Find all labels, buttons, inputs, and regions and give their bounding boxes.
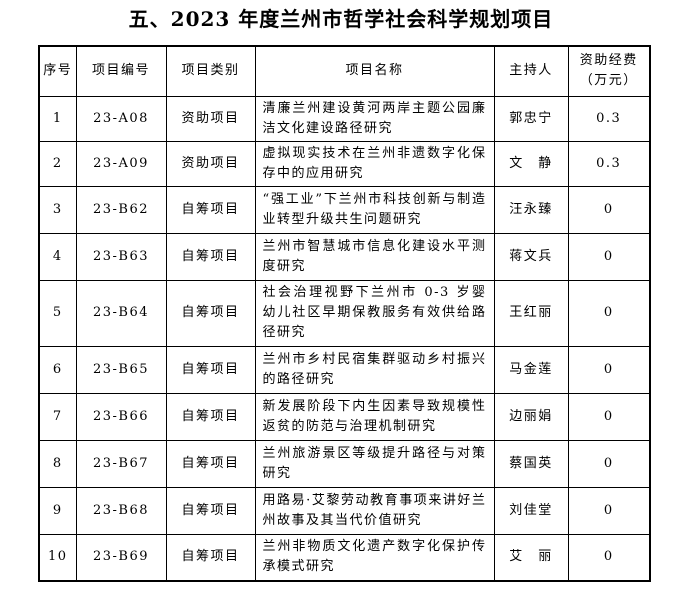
row-number-cell: 8	[38, 439, 77, 488]
project-category-cell: 自筹项目	[165, 279, 256, 347]
project-name-cell: 社会治理视野下兰州市 0-3 岁婴幼儿社区早期保教服务有效供给路径研究	[254, 279, 495, 347]
table-row: 6 23-B65 自筹项目 兰州市乡村民宿集群驱动乡村振兴的路径研究 马金莲 0	[38, 345, 651, 394]
page-title: 五、2023 年度兰州市哲学社会科学规划项目	[128, 7, 554, 31]
table-row: 4 23-B63 自筹项目 兰州市智慧城市信息化建设水平测度研究 蒋文兵 0	[38, 232, 651, 281]
project-code-cell: 23-B63	[75, 232, 167, 281]
funding-cell: 0	[567, 439, 651, 488]
project-code-cell: 23-B68	[75, 486, 167, 535]
project-category-cell: 资助项目	[165, 140, 256, 187]
project-name-cell: 新发展阶段下内生因素导致规模性返贫的防范与治理机制研究	[254, 392, 495, 441]
leader-cell: 刘佳堂	[493, 486, 569, 535]
row-number-cell: 5	[38, 279, 77, 347]
column-header-category: 项目类别	[165, 45, 256, 97]
column-header-leader: 主持人	[493, 45, 569, 97]
column-header-project-code: 项目编号	[75, 45, 167, 97]
table-row: 7 23-B66 自筹项目 新发展阶段下内生因素导致规模性返贫的防范与治理机制研究 边丽…	[38, 392, 651, 441]
project-name-cell: 兰州非物质文化遗产数字化保护传承模式研究	[254, 533, 495, 582]
project-code-cell: 23-B62	[75, 185, 167, 234]
table-row: 1 23-A08 资助项目 清廉兰州建设黄河两岸主题公园廉洁文化建设路径研究 郭忠宁 0.…	[38, 95, 651, 142]
project-code-cell: 23-B65	[75, 345, 167, 394]
project-name-cell: “强工业”下兰州市科技创新与制造业转型升级共生问题研究	[254, 185, 495, 234]
table-row: 8 23-B67 自筹项目 兰州旅游景区等级提升路径与对策研究 蔡国英 0	[38, 439, 651, 488]
leader-cell: 边丽娟	[493, 392, 569, 441]
leader-cell: 王红丽	[493, 279, 569, 347]
row-number-cell: 2	[38, 140, 77, 187]
funding-cell: 0	[567, 232, 651, 281]
funding-cell: 0	[567, 345, 651, 394]
funding-cell: 0	[567, 392, 651, 441]
row-number-cell: 1	[38, 95, 77, 142]
project-code-cell: 23-B66	[75, 392, 167, 441]
project-category-cell: 自筹项目	[165, 185, 256, 234]
column-header-index: 序号	[38, 45, 77, 97]
leader-cell: 艾 丽	[493, 533, 569, 582]
project-name-cell: 虚拟现实技术在兰州非遗数字化保存中的应用研究	[254, 140, 495, 187]
leader-cell: 蔡国英	[493, 439, 569, 488]
project-category-cell: 自筹项目	[165, 392, 256, 441]
projects-table: 序号 项目编号 项目类别 项目名称 主持人 资助经费（万元） 1 23-A08 资助项目 清廉兰…	[38, 45, 651, 582]
row-number-cell: 10	[38, 533, 77, 582]
project-category-cell: 自筹项目	[165, 345, 256, 394]
project-category-cell: 自筹项目	[165, 439, 256, 488]
table-row: 3 23-B62 自筹项目 “强工业”下兰州市科技创新与制造业转型升级共生问题研究 汪永…	[38, 185, 651, 234]
project-category-cell: 自筹项目	[165, 232, 256, 281]
funding-cell: 0	[567, 533, 651, 582]
row-number-cell: 3	[38, 185, 77, 234]
header-row: 序号 项目编号 项目类别 项目名称 主持人 资助经费（万元）	[38, 45, 651, 97]
leader-cell: 文 静	[493, 140, 569, 187]
leader-cell: 蒋文兵	[493, 232, 569, 281]
row-number-cell: 6	[38, 345, 77, 394]
table-body: 1 23-A08 资助项目 清廉兰州建设黄河两岸主题公园廉洁文化建设路径研究 郭忠宁 0.…	[38, 95, 651, 582]
row-number-cell: 7	[38, 392, 77, 441]
column-header-funding: 资助经费（万元）	[567, 45, 651, 97]
project-code-cell: 23-B69	[75, 533, 167, 582]
row-number-cell: 9	[38, 486, 77, 535]
table-row: 9 23-B68 自筹项目 用路易·艾黎劳动教育事项来讲好兰州故事及其当代价值研究 刘佳…	[38, 486, 651, 535]
project-category-cell: 自筹项目	[165, 533, 256, 582]
funding-cell: 0	[567, 486, 651, 535]
project-name-cell: 兰州市智慧城市信息化建设水平测度研究	[254, 232, 495, 281]
funding-cell: 0	[567, 185, 651, 234]
project-category-cell: 自筹项目	[165, 486, 256, 535]
leader-cell: 马金莲	[493, 345, 569, 394]
table-row: 5 23-B64 自筹项目 社会治理视野下兰州市 0-3 岁婴幼儿社区早期保教服务有效…	[38, 279, 651, 347]
project-code-cell: 23-B67	[75, 439, 167, 488]
table-row: 2 23-A09 资助项目 虚拟现实技术在兰州非遗数字化保存中的应用研究文 静 0.3	[38, 140, 651, 187]
leader-cell: 汪永臻	[493, 185, 569, 234]
funding-cell: 0.3	[567, 140, 651, 187]
project-code-cell: 23-A09	[75, 140, 167, 187]
project-code-cell: 23-A08	[75, 95, 167, 142]
funding-cell: 0	[567, 279, 651, 347]
project-name-cell: 兰州市乡村民宿集群驱动乡村振兴的路径研究	[254, 345, 495, 394]
project-code-cell: 23-B64	[75, 279, 167, 347]
funding-cell: 0.3	[567, 95, 651, 142]
project-name-cell: 兰州旅游景区等级提升路径与对策研究	[254, 439, 495, 488]
leader-cell: 郭忠宁	[493, 95, 569, 142]
project-category-cell: 资助项目	[165, 95, 256, 142]
row-number-cell: 4	[38, 232, 77, 281]
column-header-project-name: 项目名称	[254, 45, 495, 97]
project-name-cell: 用路易·艾黎劳动教育事项来讲好兰州故事及其当代价值研究	[254, 486, 495, 535]
project-name-cell: 清廉兰州建设黄河两岸主题公园廉洁文化建设路径研究	[254, 95, 495, 142]
